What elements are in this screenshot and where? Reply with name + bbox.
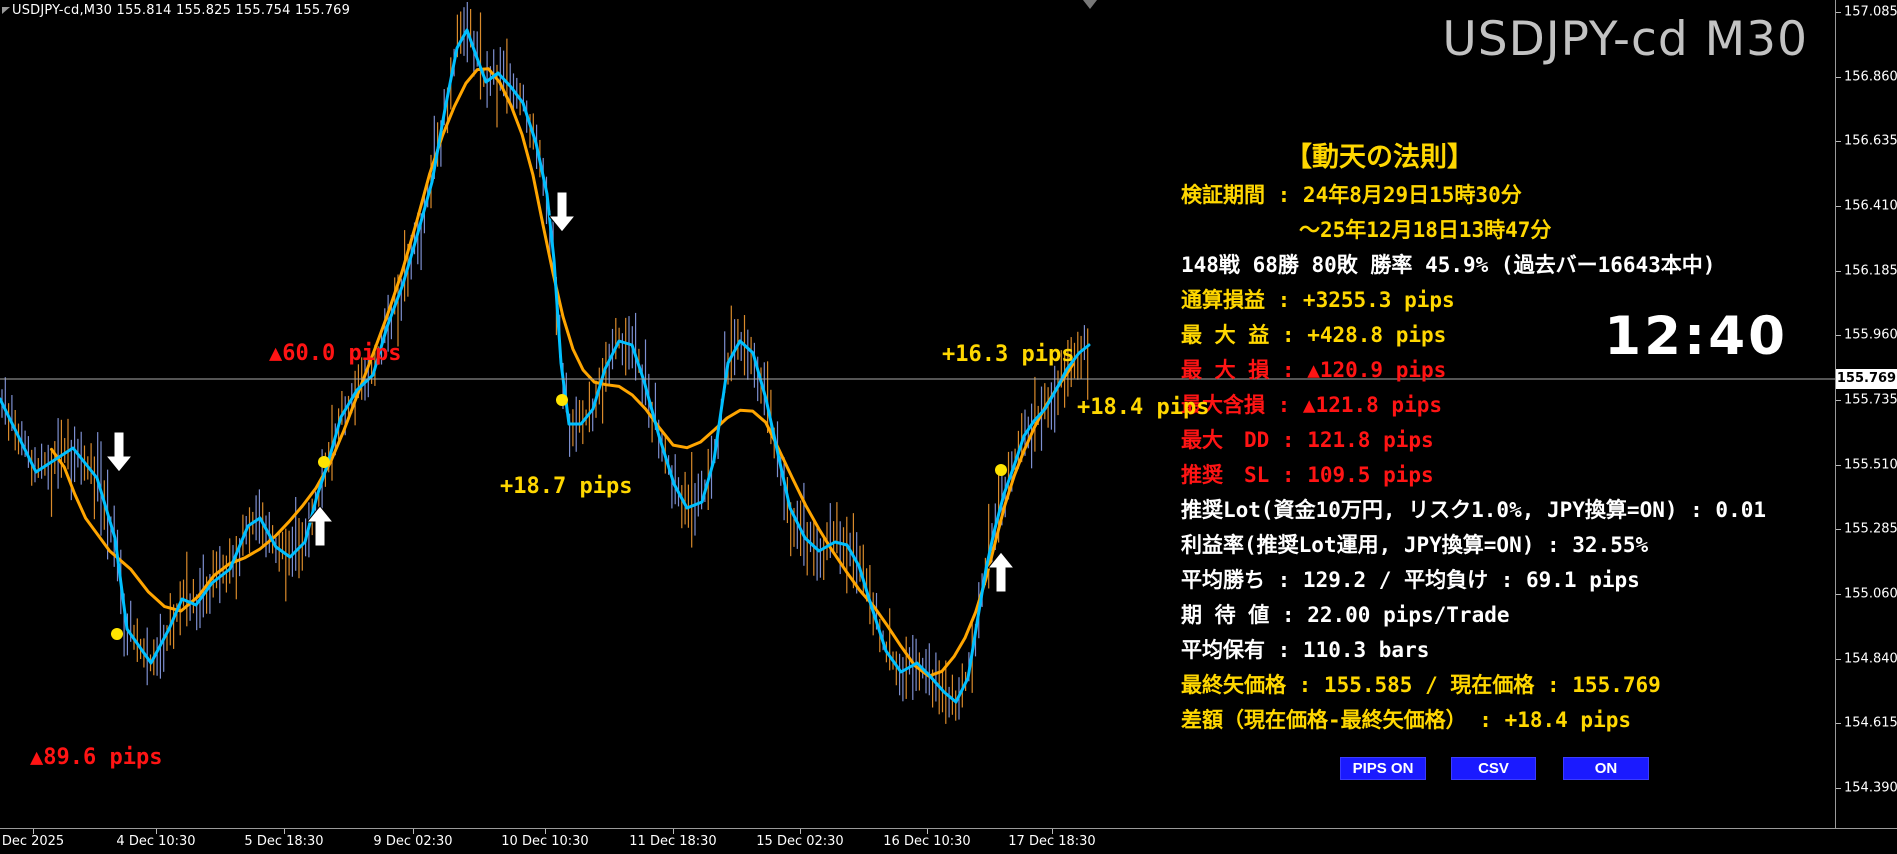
pips-annotation: ▲60.0 pips — [269, 341, 402, 366]
up-arrow-icon — [988, 552, 1014, 592]
current-price-badge: 155.769 — [1836, 369, 1897, 389]
price-tick — [1836, 400, 1841, 401]
stats-line: 平均保有 : 110.3 bars — [1181, 638, 1430, 662]
price-label: 155.285 — [1844, 521, 1897, 537]
stats-line: 推奨 SL : 109.5 pips — [1181, 463, 1434, 487]
up-arrow-icon — [307, 506, 333, 546]
pips-annotation: +18.7 pips — [500, 474, 633, 499]
price-label: 156.410 — [1844, 198, 1897, 214]
price-label: 154.390 — [1844, 780, 1897, 796]
time-label: 9 Dec 02:30 — [373, 834, 453, 849]
chart-shift-marker — [1083, 0, 1097, 9]
time-tick — [927, 829, 928, 834]
price-label: 155.510 — [1844, 457, 1897, 473]
price-axis[interactable]: 157.085 156.860 156.635 156.410 156.185 155.9… — [1835, 0, 1897, 829]
time-label: 11 Dec 18:30 — [629, 834, 717, 849]
price-label: 154.840 — [1844, 651, 1897, 667]
stats-line: 最大含損 : ▲121.8 pips — [1181, 393, 1443, 417]
price-label: 154.615 — [1844, 715, 1897, 731]
time-tick — [413, 829, 414, 834]
price-label: 155.960 — [1844, 327, 1897, 343]
price-tick — [1836, 206, 1841, 207]
stats-line: 最 大 益 : +428.8 pips — [1181, 323, 1447, 347]
down-arrow-icon — [549, 192, 575, 232]
on-button[interactable]: ON — [1563, 757, 1649, 780]
time-label: Dec 2025 — [1, 834, 65, 849]
price-tick — [1836, 335, 1841, 336]
time-tick — [33, 829, 34, 834]
price-tick — [1836, 77, 1841, 78]
down-arrow-icon — [106, 432, 132, 472]
stats-line: 最大 DD : 121.8 pips — [1181, 428, 1434, 452]
price-label: 155.060 — [1844, 586, 1897, 602]
stats-line: 差額（現在価格-最終矢価格） : +18.4 pips — [1181, 708, 1632, 732]
price-tick — [1836, 594, 1841, 595]
price-label: 156.185 — [1844, 263, 1897, 279]
time-tick — [800, 829, 801, 834]
price-label: 156.860 — [1844, 69, 1897, 85]
time-label: 10 Dec 10:30 — [501, 834, 589, 849]
time-label: 4 Dec 10:30 — [116, 834, 196, 849]
pips-annotation: +18.4 pips — [1077, 395, 1210, 420]
time-label: 15 Dec 02:30 — [756, 834, 844, 849]
time-label: 16 Dec 10:30 — [883, 834, 971, 849]
price-tick — [1836, 12, 1841, 13]
stats-line: 最 大 損 : ▲120.9 pips — [1181, 358, 1447, 382]
price-tick — [1836, 659, 1841, 660]
time-tick — [156, 829, 157, 834]
stats-panel-title: 【動天の法則】 — [1285, 142, 1474, 173]
stats-line: 最終矢価格 : 155.585 / 現在価格 : 155.769 — [1181, 673, 1661, 697]
price-label: 155.735 — [1844, 392, 1897, 408]
price-tick — [1836, 271, 1841, 272]
price-tick — [1836, 788, 1841, 789]
time-tick — [284, 829, 285, 834]
price-tick — [1836, 723, 1841, 724]
stats-line: 平均勝ち : 129.2 / 平均負け : 69.1 pips — [1181, 568, 1640, 592]
price-label: 156.635 — [1844, 133, 1897, 149]
signal-dot — [318, 456, 330, 468]
stats-line: 推奨Lot(資金10万円, リスク1.0%, JPY換算=ON) : 0.01 — [1181, 498, 1767, 522]
stats-panel: 【動天の法則】 検証期間 : 24年8月29日15時30分 ～25年12月18日1… — [1181, 138, 1826, 738]
symbol-watermark: USDJPY-cd M30 — [1442, 12, 1808, 67]
time-tick — [1052, 829, 1053, 834]
time-label: 17 Dec 18:30 — [1008, 834, 1096, 849]
ohlc-info: USDJPY-cd,M30 155.814 155.825 155.754 15… — [12, 3, 351, 18]
stats-line: 検証期間 : 24年8月29日15時30分 — [1181, 183, 1522, 207]
stats-lines: 検証期間 : 24年8月29日15時30分 ～25年12月18日13時47分 148… — [1181, 178, 1826, 738]
price-tick — [1836, 529, 1841, 530]
signal-dot — [556, 394, 568, 406]
price-tick — [1836, 141, 1841, 142]
stats-line: 期 待 値 : 22.00 pips/Trade — [1181, 603, 1510, 627]
chart-marker-icon — [2, 7, 10, 14]
csv-button[interactable]: CSV — [1451, 757, 1536, 780]
price-chart[interactable] — [0, 0, 1835, 828]
time-label: 5 Dec 18:30 — [244, 834, 324, 849]
stats-line: 利益率(推奨Lot運用, JPY換算=ON) : 32.55% — [1181, 533, 1649, 557]
pips-annotation: +16.3 pips — [942, 342, 1075, 367]
price-tick — [1836, 465, 1841, 466]
price-label: 157.085 — [1844, 4, 1897, 20]
time-tick — [673, 829, 674, 834]
ma-fast-line — [0, 28, 1091, 704]
signal-dot — [995, 464, 1007, 476]
pips-on-button[interactable]: PIPS ON — [1340, 757, 1426, 780]
pips-annotation: ▲89.6 pips — [30, 745, 163, 770]
ma-slow-line — [50, 67, 1075, 678]
stats-line: 148戦 68勝 80敗 勝率 45.9% (過去バー16643本中) — [1181, 253, 1716, 277]
time-tick — [545, 829, 546, 834]
signal-dot — [111, 628, 123, 640]
stats-line: ～25年12月18日13時47分 — [1299, 218, 1552, 242]
clock-display: 12:40 — [1604, 306, 1788, 367]
stats-line: 通算損益 : +3255.3 pips — [1181, 288, 1455, 312]
time-axis[interactable]: Dec 2025 4 Dec 10:30 5 Dec 18:30 9 Dec 02:3… — [0, 828, 1897, 854]
